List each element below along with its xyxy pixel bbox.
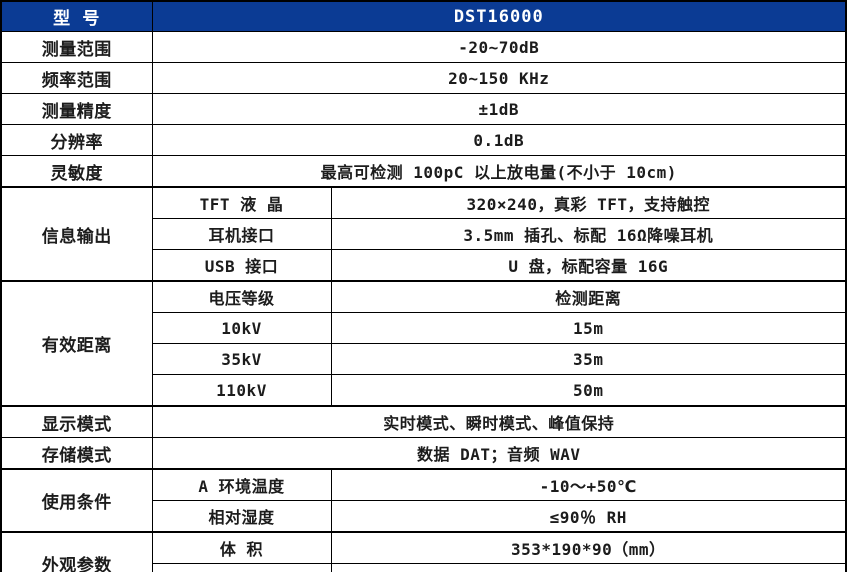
value-cell: 检测距离 xyxy=(330,280,847,313)
sub-label-cell: 电压等级 xyxy=(151,280,332,313)
table-row: 10kV 15m xyxy=(1,312,847,344)
table-row: 耳机接口 3.5mm 插孔、标配 16Ω降噪耳机 xyxy=(1,218,847,250)
table-row: 相对湿度 ≤90％ RH xyxy=(1,500,847,533)
section-label-cell: 存储模式 xyxy=(0,437,153,470)
table-row: 测量精度 ±1dB xyxy=(0,93,847,125)
table-row: 外观参数 体 积 353*190*90（mm） xyxy=(0,531,847,572)
sub-label-cell: 耳机接口 xyxy=(151,218,332,250)
value-cell: 320×240，真彩 TFT，支持触控 xyxy=(330,186,847,219)
value-cell: 50m xyxy=(330,374,847,407)
sub-label-cell: 体 积 xyxy=(151,531,332,564)
section-label-cell: 有效距离 xyxy=(0,280,153,407)
sub-label-cell: A 环境温度 xyxy=(151,468,332,501)
section-label-cell: 灵敏度 xyxy=(0,155,153,188)
sub-label-cell: 相对湿度 xyxy=(151,500,332,533)
table-row: 110kV 50m xyxy=(1,374,847,407)
table-row: 信息输出 TFT 液 晶 320×240，真彩 TFT，支持触控 xyxy=(0,186,847,282)
section-label-cell: 测量精度 xyxy=(0,93,153,125)
model-label-cell: 型 号 xyxy=(0,0,153,32)
table-row: 显示模式 实时模式、瞬时模式、峰值保持 xyxy=(0,405,847,438)
table-row: 分辨率 0.1dB xyxy=(0,124,847,156)
value-cell: 353*190*90（mm） xyxy=(330,531,847,564)
value-cell: ≤90％ RH xyxy=(330,500,847,533)
section-label-cell: 信息输出 xyxy=(0,186,153,282)
value-cell: 0.1dB xyxy=(151,124,847,156)
model-value-cell: DST16000 xyxy=(151,0,847,32)
table-row: 存储模式 数据 DAT；音频 WAV xyxy=(0,437,847,470)
table-row: USB 接口 U 盘，标配容量 16G xyxy=(1,249,847,282)
value-cell: 35m xyxy=(330,343,847,375)
section-label-cell: 外观参数 xyxy=(0,531,153,572)
section-label-cell: 使用条件 xyxy=(0,468,153,533)
value-cell: 3.5mm 插孔、标配 16Ω降噪耳机 xyxy=(330,218,847,250)
value-cell: 20~150 KHz xyxy=(151,62,847,94)
table-row: 灵敏度 最高可检测 100pC 以上放电量(不小于 10cm) xyxy=(0,155,847,188)
value-cell: -20~70dB xyxy=(151,31,847,63)
table-row: 使用条件 A 环境温度 -10～+50℃ xyxy=(0,468,847,533)
sub-label-cell: 35kV xyxy=(151,343,332,375)
value-cell: U 盘，标配容量 16G xyxy=(330,249,847,282)
table-row: 有效距离 电压等级 检测距离 xyxy=(0,280,847,407)
table-row: 测量范围 -20~70dB xyxy=(0,31,847,63)
section-label-cell: 测量范围 xyxy=(0,31,153,63)
sub-label-cell: TFT 液 晶 xyxy=(151,186,332,219)
value-cell: 15m xyxy=(330,312,847,344)
table-row: 频率范围 20~150 KHz xyxy=(0,62,847,94)
value-cell: 数据 DAT；音频 WAV xyxy=(151,437,847,470)
section-label-cell: 频率范围 xyxy=(0,62,153,94)
sub-label-cell: 110kV xyxy=(151,374,332,407)
section-label-cell: 显示模式 xyxy=(0,405,153,438)
table-row: 35kV 35m xyxy=(1,343,847,375)
value-cell: 实时模式、瞬时模式、峰值保持 xyxy=(151,405,847,438)
sub-label-cell: 10kV xyxy=(151,312,332,344)
value-cell: 约 0.6kg xyxy=(330,563,847,572)
value-cell: 最高可检测 100pC 以上放电量(不小于 10cm) xyxy=(151,155,847,188)
sub-label-cell: USB 接口 xyxy=(151,249,332,282)
section-label-cell: 分辨率 xyxy=(0,124,153,156)
value-cell: ±1dB xyxy=(151,93,847,125)
value-cell: -10～+50℃ xyxy=(330,468,847,501)
table-header-row: 型 号 DST16000 xyxy=(0,0,847,32)
sub-label-cell: 重 量 xyxy=(151,563,332,572)
